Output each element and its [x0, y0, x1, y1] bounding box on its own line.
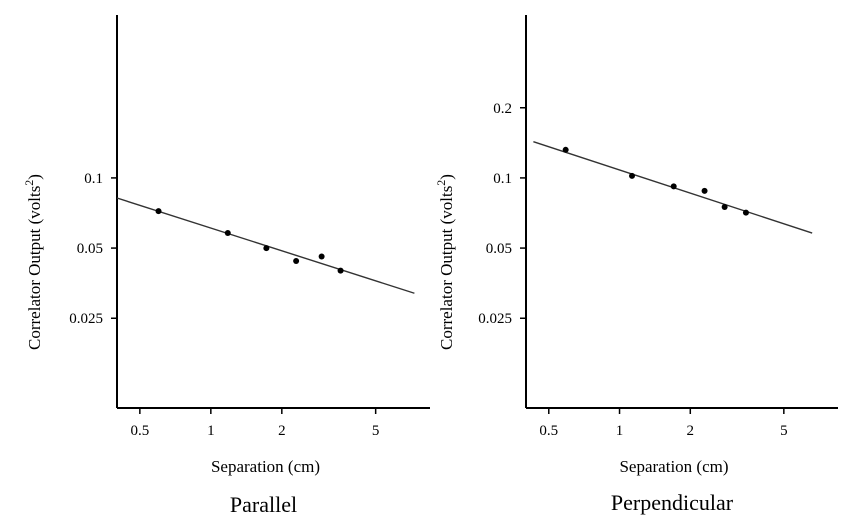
data-point [721, 204, 728, 211]
data-point [742, 209, 749, 216]
data-point [670, 183, 677, 190]
x-tick-label: 5 [780, 423, 788, 439]
data-point [318, 253, 325, 260]
panel-title: Parallel [230, 492, 297, 517]
data-point [155, 208, 162, 215]
y-axis-label-close: ) [437, 174, 456, 180]
data-point [562, 146, 569, 153]
y-tick-label: 0.1 [84, 171, 103, 187]
y-tick-label: 0.2 [493, 101, 512, 117]
y-axis-label-superscript: 2 [434, 180, 448, 186]
y-axis-label-superscript: 2 [22, 180, 36, 186]
x-tick-label: 1 [207, 423, 215, 439]
y-tick-label: 0.025 [69, 311, 103, 327]
x-axis-label: Separation (cm) [211, 457, 320, 476]
x-tick-label: 2 [278, 423, 286, 439]
x-tick-label: 0.5 [130, 423, 149, 439]
y-axis-label-close: ) [25, 174, 44, 180]
y-axis-label: Correlator Output (volts2) [434, 174, 456, 350]
chart-panel-1: 0.5 1 2 5 0.025 0.05 0.1 0.2 Separation (cm) Corr… [434, 15, 838, 515]
data-point [224, 230, 231, 237]
data-point [337, 267, 344, 274]
data-point [629, 172, 636, 179]
x-tick-label: 0.5 [539, 423, 558, 439]
panel-title: Perpendicular [611, 490, 734, 515]
x-tick-label: 1 [616, 423, 624, 439]
y-tick-label: 0.1 [493, 171, 512, 187]
x-tick-label: 2 [687, 423, 695, 439]
y-tick-label: 0.025 [478, 311, 512, 327]
x-tick-label: 5 [372, 423, 380, 439]
chart-panel-0: 0.5 1 2 5 0.025 0.05 0.1 Separation (cm) Correla… [22, 15, 430, 517]
y-axis-label-main: Correlator Output (volts [25, 186, 44, 350]
x-axis-label: Separation (cm) [619, 457, 728, 476]
y-tick-label: 0.05 [486, 241, 512, 257]
data-point [263, 245, 270, 252]
y-axis-label: Correlator Output (volts2) [22, 174, 44, 350]
y-axis-label-main: Correlator Output (volts [437, 186, 456, 350]
y-tick-label: 0.05 [77, 241, 103, 257]
data-point [701, 187, 708, 194]
data-point [293, 258, 300, 265]
